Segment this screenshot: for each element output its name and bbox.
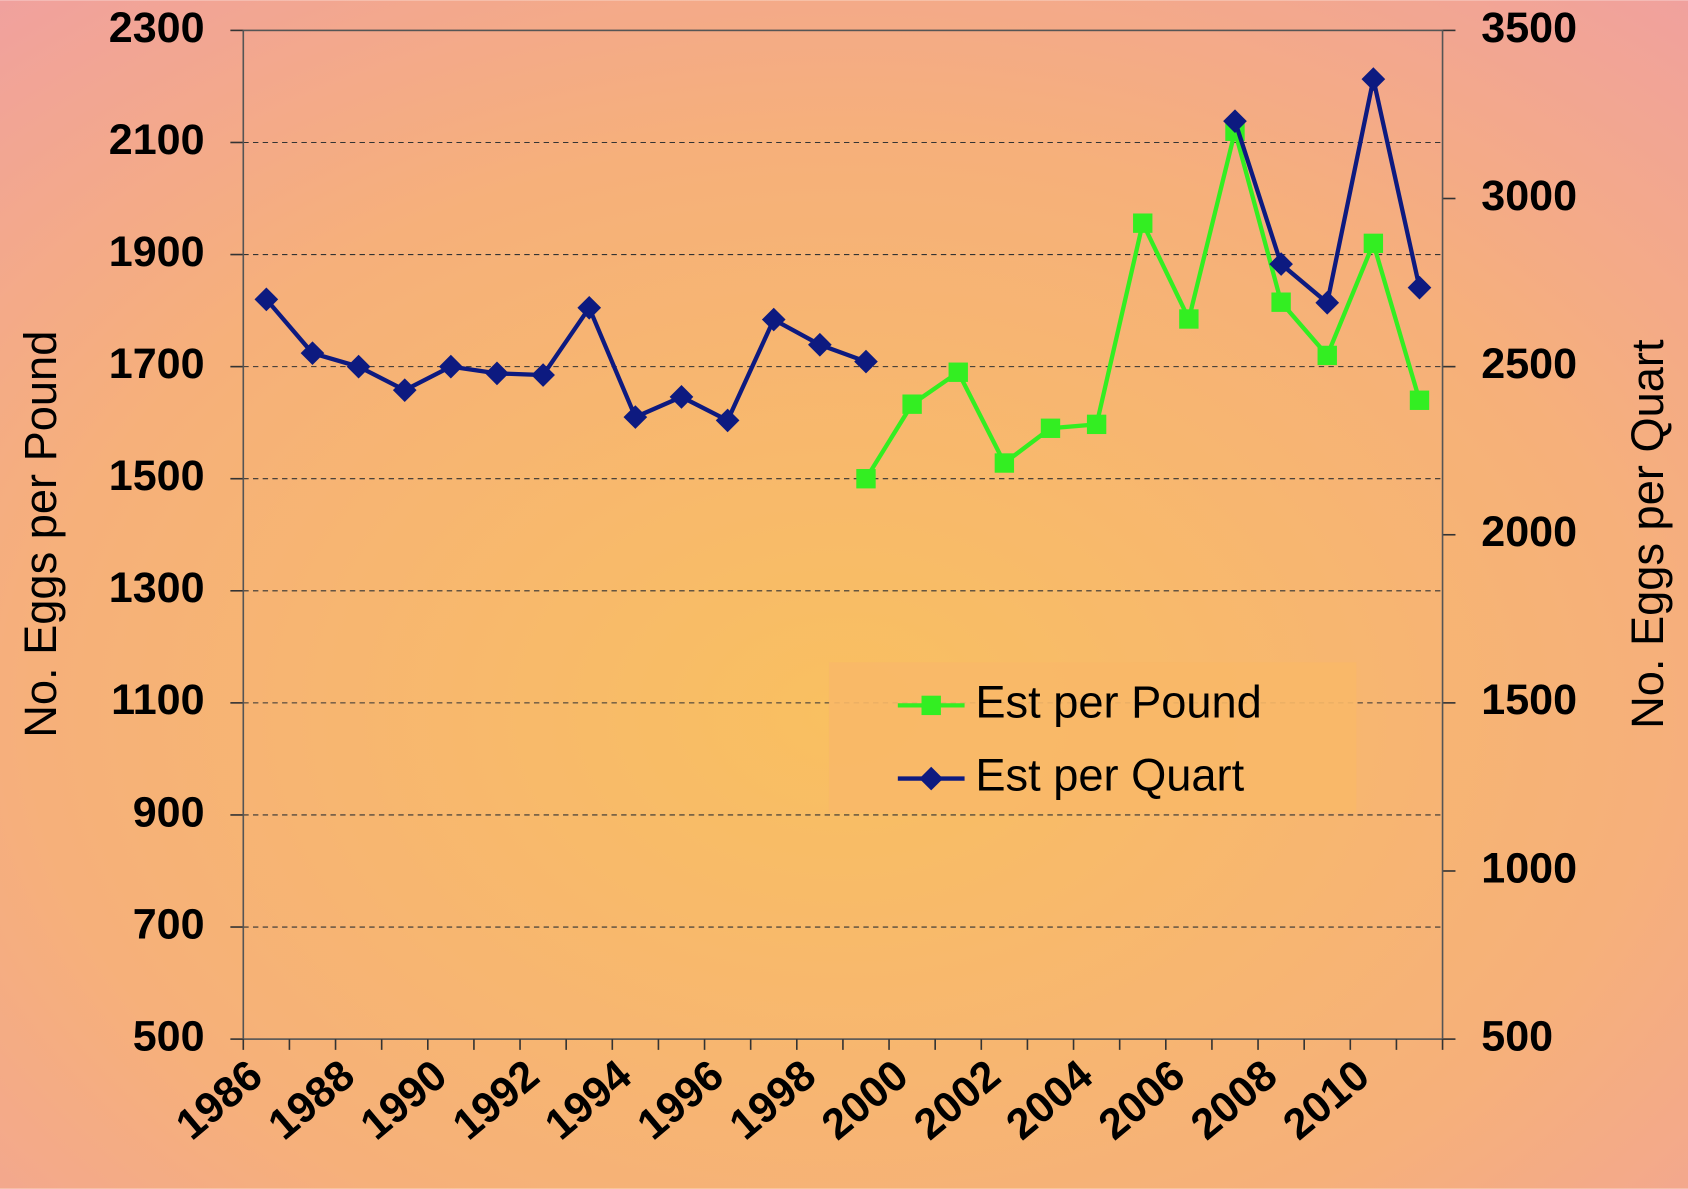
marker bbox=[854, 349, 878, 374]
marker bbox=[1086, 414, 1107, 435]
marker bbox=[1040, 418, 1061, 438]
marker bbox=[856, 469, 876, 489]
marker bbox=[1179, 309, 1199, 329]
marker bbox=[1317, 345, 1337, 366]
y-tick-label: 1100 bbox=[111, 676, 204, 724]
y-tick-label: 1300 bbox=[109, 564, 205, 612]
y2-tick-label: 1000 bbox=[1481, 844, 1577, 892]
y-tick-label: 900 bbox=[133, 788, 205, 836]
marker bbox=[948, 362, 968, 382]
y2-tick-label: 3500 bbox=[1481, 4, 1577, 52]
legend-label: Est per Quart bbox=[975, 750, 1244, 801]
y-tick-label: 1500 bbox=[109, 452, 205, 500]
y2-axis-title: No. Eggs per Quart bbox=[1622, 339, 1673, 729]
legend-marker bbox=[921, 695, 941, 716]
marker bbox=[300, 341, 325, 366]
marker bbox=[808, 332, 832, 357]
y2-tick-label: 2000 bbox=[1481, 508, 1577, 556]
marker bbox=[1271, 292, 1291, 312]
y-tick-label: 700 bbox=[133, 900, 205, 948]
legend-box bbox=[828, 662, 1357, 814]
marker bbox=[1409, 390, 1430, 410]
y-tick-label: 2300 bbox=[109, 4, 205, 52]
y-axis-title: No. Eggs per Pound bbox=[15, 331, 66, 738]
marker bbox=[485, 361, 509, 386]
marker bbox=[439, 354, 463, 379]
marker bbox=[392, 378, 417, 403]
marker bbox=[902, 394, 922, 414]
marker bbox=[577, 295, 602, 320]
y2-tick-label: 3000 bbox=[1481, 172, 1577, 220]
y-tick-label: 500 bbox=[133, 1012, 205, 1060]
y-tick-label: 1900 bbox=[109, 228, 205, 276]
marker bbox=[346, 354, 371, 379]
marker bbox=[1133, 213, 1153, 233]
marker bbox=[761, 307, 786, 332]
marker bbox=[1407, 275, 1432, 300]
y-tick-label: 1700 bbox=[109, 340, 205, 388]
legend-label: Est per Pound bbox=[975, 676, 1261, 727]
marker bbox=[669, 385, 694, 409]
y2-tick-label: 1500 bbox=[1481, 676, 1577, 724]
marker bbox=[1361, 67, 1386, 91]
y2-tick-label: 2500 bbox=[1481, 340, 1577, 388]
y2-tick-label: 500 bbox=[1481, 1012, 1553, 1060]
marker bbox=[994, 453, 1015, 473]
marker bbox=[1363, 233, 1384, 254]
marker bbox=[623, 405, 648, 429]
marker bbox=[715, 408, 740, 433]
y-tick-label: 2100 bbox=[109, 116, 205, 164]
